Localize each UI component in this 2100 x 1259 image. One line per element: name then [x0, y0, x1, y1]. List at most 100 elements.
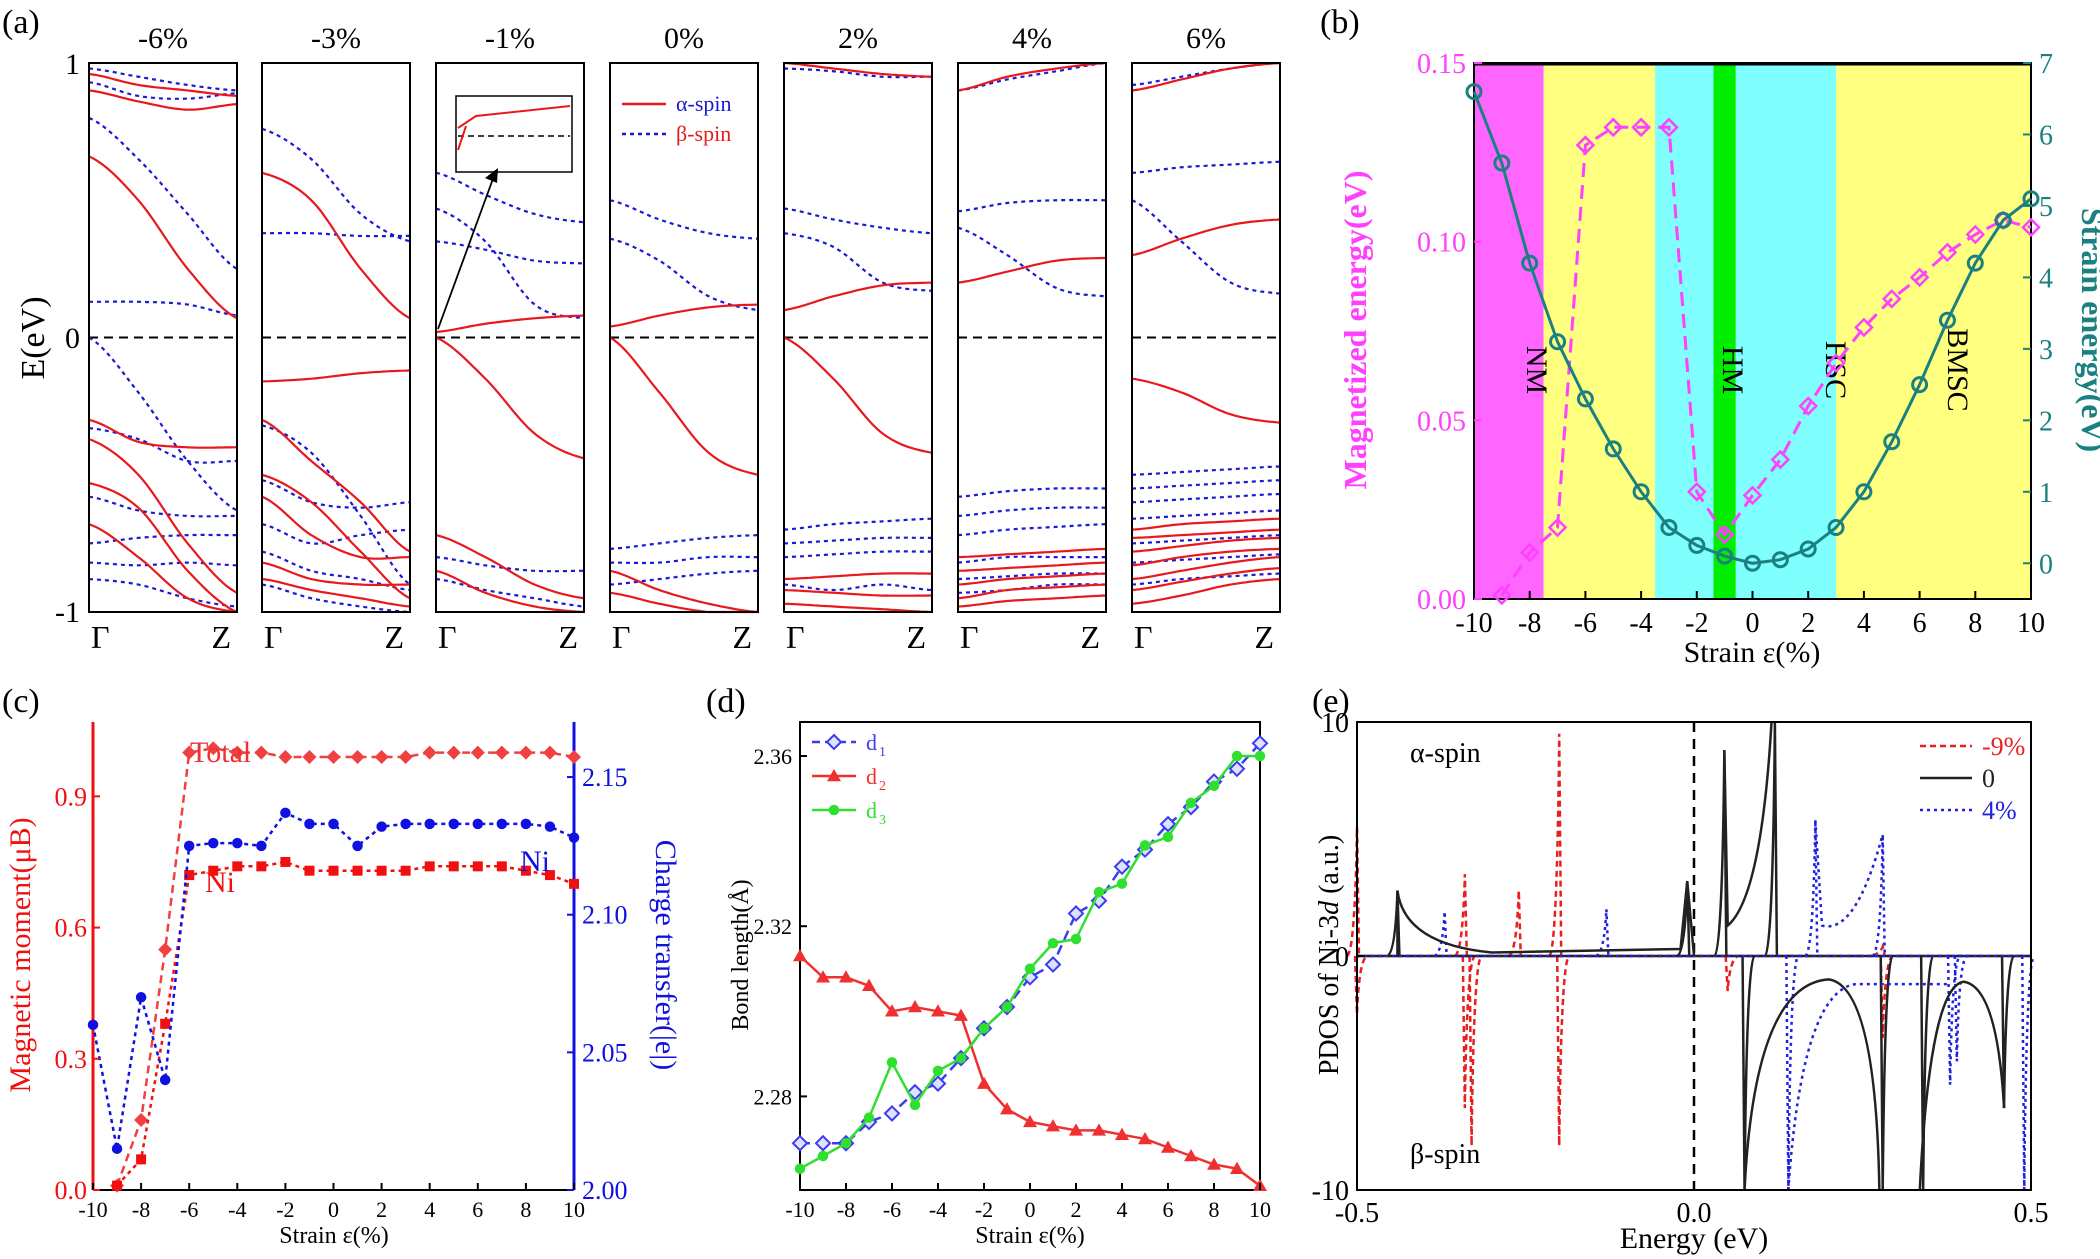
strain-energy-point	[1883, 433, 1901, 451]
d2-point	[1138, 1131, 1152, 1145]
d2-point	[1115, 1127, 1129, 1140]
x-tick-label: 10	[1249, 1197, 1271, 1222]
magnetized-energy-point	[1965, 224, 1986, 245]
alpha-band-line	[783, 588, 932, 597]
y-axis-label-part: (a.u.)	[1314, 835, 1345, 901]
d2-point	[862, 978, 876, 992]
magnetized-energy-point	[1492, 585, 1512, 606]
beta-band-line	[957, 61, 1107, 92]
ni-moment-point	[304, 865, 315, 876]
pdos-peak-down	[1741, 954, 1756, 1191]
magnetized-energy-point	[1937, 242, 1958, 263]
legend-label: -9%	[1982, 732, 2025, 761]
panel-b-energy-chart: NM HM HSC BMSC-10 -8 -6 -4 -2 0 2 4 6 8 100.000.050.1…	[1337, 49, 2100, 669]
alpha-band-line	[957, 561, 1107, 572]
y-axis-label-right: Charge transfer(|e|)	[649, 840, 682, 1071]
charge-transfer-point	[400, 818, 411, 830]
y-axis-label: Bond length(Å)	[728, 879, 754, 1030]
y-tick-label-right: 2.00	[582, 1176, 628, 1205]
x-tick-label: Γ	[786, 619, 805, 655]
alpha-band-line	[261, 369, 411, 383]
region-label: NM	[1520, 346, 1553, 394]
alpha-band-line	[1131, 528, 1281, 539]
beta-band-line	[1131, 160, 1281, 174]
subplot-frame	[609, 62, 759, 613]
band-subplot: 2% Γ Z	[783, 22, 933, 655]
ni-moment-point	[328, 865, 339, 876]
y-axis-label-part: PDOS of Ni-3	[1314, 915, 1345, 1075]
y-axis-label-right: Strain energy(eV)	[2075, 208, 2100, 452]
ni-moment-point	[256, 861, 267, 872]
inset-arrow-line	[437, 175, 495, 330]
d3-point	[1047, 937, 1059, 949]
ni-moment-label: Ni	[205, 866, 235, 899]
magnetized-energy-point	[1881, 289, 1902, 309]
alpha-band-line	[609, 336, 759, 476]
y-tick-label-left: 0.15	[1417, 49, 1466, 80]
d3-point	[978, 1023, 990, 1034]
y-tick-label-right: 5	[2039, 192, 2053, 223]
beta-band-line	[783, 583, 933, 592]
beta-band-line	[1131, 199, 1281, 295]
beta-band-line	[609, 199, 759, 240]
subplot-title: -6%	[138, 22, 188, 55]
x-tick-label: 10	[563, 1197, 585, 1222]
total-moment-point	[254, 745, 269, 760]
charge-transfer-point	[208, 837, 219, 849]
alpha-band-line	[1131, 556, 1281, 581]
beta-band-line	[783, 517, 933, 531]
ni-moment-point	[569, 878, 579, 889]
total-moment-point	[350, 749, 365, 764]
alpha-spin-label: α-spin	[1410, 738, 1481, 769]
x-tick-label: Γ	[960, 619, 979, 655]
x-tick-label: 6	[1913, 608, 1927, 639]
total-moment-point	[542, 745, 557, 760]
charge-transfer-point	[328, 818, 339, 830]
d1-point	[929, 1075, 947, 1093]
x-tick-label: 0	[1746, 608, 1760, 639]
legend-marker	[827, 769, 841, 782]
alpha-band-line	[609, 569, 759, 614]
alpha-band-line	[88, 155, 238, 320]
strain-energy-point	[1660, 519, 1678, 537]
d2-point	[977, 1076, 991, 1089]
band-subplot: 4% Γ Z	[957, 22, 1107, 655]
x-tick-label: Z	[384, 619, 404, 655]
x-tick-label: -0.5	[1335, 1198, 1379, 1229]
alpha-band-line	[1131, 567, 1281, 592]
x-tick-label: -2	[1685, 608, 1708, 639]
magnetized-energy-point	[1659, 117, 1679, 138]
beta-band-line	[261, 479, 411, 509]
ni-moment-point	[184, 870, 195, 881]
x-tick-label: -4	[1629, 608, 1652, 639]
x-tick-label: Γ	[612, 619, 631, 655]
pdos-4pct-beta-band	[1787, 982, 1951, 1191]
legend-subscript: 2	[879, 779, 886, 794]
alpha-band-line	[88, 72, 238, 97]
strain-energy-point	[1632, 483, 1650, 501]
charge-transfer-point	[424, 818, 435, 830]
alpha-band-line	[88, 89, 238, 111]
d1-point	[1228, 760, 1246, 778]
strain-energy-point	[1855, 483, 1873, 501]
d2-point	[839, 970, 853, 983]
magnetized-energy-point	[1742, 485, 1763, 506]
ni-moment-line	[116, 860, 575, 1187]
alpha-band-line	[88, 438, 238, 594]
total-moment-point	[326, 749, 341, 764]
panel-e-pdos-chart: -0.5 0.0 0.5 10 0 -10 α-spin β-spin -9% 0 4% Energy…	[1312, 708, 2049, 1255]
d1-point	[883, 1105, 901, 1122]
beta-band-line	[957, 555, 1106, 564]
beta-band-line	[1131, 492, 1281, 504]
x-tick-label: Γ	[438, 619, 457, 655]
total-moment-point	[182, 745, 197, 760]
d3-point	[1254, 750, 1266, 762]
pdos-peak-down	[1555, 954, 1571, 1146]
x-tick-label: Γ	[264, 619, 283, 655]
panel-label: (d)	[706, 683, 746, 720]
x-tick-label: 6	[1163, 1197, 1174, 1222]
d1-point	[1251, 734, 1269, 752]
band-subplot: 6% Γ Z	[1131, 22, 1281, 655]
beta-band-line	[261, 523, 411, 545]
strain-energy-point	[1744, 554, 1761, 572]
